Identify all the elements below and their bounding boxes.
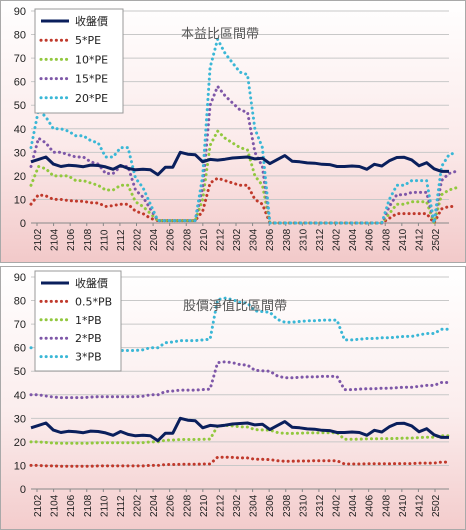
x-tick-label: 2206 (166, 494, 177, 517)
y-tick-label: 90 (14, 272, 26, 284)
x-tick-label: 2408 (381, 494, 392, 517)
pe-band-chart-panel: 0 10 20 30 40 50 60 70 80 90 2102 2104 2106 2108 2110 2… (0, 0, 466, 263)
x-tick-label: 2106 (66, 494, 77, 517)
x-tick-label: 2406 (365, 494, 376, 517)
x-tick-label: 2312 (315, 494, 326, 517)
y-tick-label: 40 (14, 124, 26, 136)
x-tick-label: 2110 (99, 495, 110, 517)
legend-label: 15*PE (75, 73, 108, 86)
x-tick-label: 2108 (83, 494, 94, 517)
x-tick-label: 2202 (133, 494, 144, 517)
y-tick-label: 30 (14, 413, 26, 425)
x-tick-label: 2310 (298, 494, 309, 517)
x-tick-label: 2412 (414, 228, 425, 251)
x-tick-label: 2406 (365, 228, 376, 251)
x-tick-label: 2208 (182, 494, 193, 517)
x-tick-label: 2310 (298, 228, 309, 251)
x-tick-label: 2102 (33, 228, 44, 251)
series-line-收盤價 (30, 416, 449, 443)
x-tick-label: 2210 (199, 228, 210, 251)
series-line-0.5*PB (29, 455, 451, 468)
legend-label: 10*PE (75, 53, 108, 66)
x-tick-label: 2104 (50, 228, 61, 251)
y-tick-label: 60 (14, 343, 26, 355)
x-tick-label: 2304 (249, 228, 260, 251)
x-tick-label: 2502 (431, 228, 442, 251)
x-tick-label: 2308 (282, 494, 293, 517)
x-tick-label: 2102 (33, 494, 44, 517)
x-tick-label: 2306 (265, 494, 276, 517)
chart-title: 股價淨值比區間帶 (183, 298, 287, 314)
y-tick-label: 10 (14, 194, 26, 206)
y-tick-label: 0 (20, 218, 26, 230)
legend-label: 收盤價 (75, 276, 108, 290)
series-line-15*PE (29, 84, 458, 225)
y-tick-label: 0 (20, 484, 26, 496)
pe-band-chart: 0 10 20 30 40 50 60 70 80 90 2102 2104 2106 2108 2110 2… (14, 6, 458, 251)
y-tick-label: 10 (14, 460, 26, 472)
x-tick-label: 2108 (83, 228, 94, 251)
x-tick-label: 2204 (149, 494, 160, 517)
series-line-收盤價 (30, 150, 449, 177)
y-tick-label: 20 (14, 437, 26, 449)
legend-box (34, 270, 122, 372)
x-tick-label: 2106 (66, 228, 77, 251)
y-tick-label: 20 (14, 171, 26, 183)
y-tick-label: 80 (14, 30, 26, 42)
x-tick-label: 2302 (232, 494, 243, 517)
x-tick-label: 2412 (414, 494, 425, 517)
x-tick-label: 2312 (315, 228, 326, 251)
series-line-5*PE (29, 176, 458, 225)
x-tick-label: 2212 (215, 228, 226, 251)
x-tick-label: 2306 (265, 228, 276, 251)
x-tick-label: 2410 (398, 494, 409, 517)
x-tick-label: 2206 (166, 228, 177, 251)
pb-band-chart-panel: 0 10 20 30 40 50 60 70 80 90 2102 2104 2106 2108 2110 2… (0, 266, 466, 530)
y-tick-label: 50 (14, 366, 26, 378)
x-tick-label: 2408 (381, 228, 392, 251)
x-tick-label: 2112 (116, 495, 127, 517)
legend-label: 0.5*PB (75, 295, 112, 308)
x-tick-label: 2410 (398, 228, 409, 251)
chart-title: 本益比區間帶 (181, 27, 259, 42)
legend-label: 3*PB (75, 351, 102, 364)
x-tick-label: 2112 (116, 229, 127, 251)
series-line-10*PE (29, 129, 458, 225)
legend-label: 2*PB (75, 332, 102, 345)
y-tick-label: 70 (14, 53, 26, 65)
legend-label: 1*PB (75, 314, 102, 327)
x-tick-label: 2110 (99, 229, 110, 251)
legend-label: 5*PE (75, 34, 101, 47)
x-tick-label: 2302 (232, 228, 243, 251)
x-tick-label: 2104 (50, 494, 61, 517)
y-tick-label: 50 (14, 100, 26, 112)
legend-label: 20*PE (75, 92, 108, 105)
x-tick-label: 2502 (431, 494, 442, 517)
y-tick-label: 60 (14, 77, 26, 89)
x-tick-label: 2208 (182, 228, 193, 251)
x-tick-label: 2404 (348, 494, 359, 517)
y-tick-label: 80 (14, 296, 26, 308)
x-tick-label: 2404 (348, 228, 359, 251)
x-tick-label: 2212 (215, 494, 226, 517)
y-tick-label: 70 (14, 319, 26, 331)
x-tick-label: 2210 (199, 494, 210, 517)
x-tick-label: 2402 (332, 228, 343, 251)
x-tick-label: 2202 (133, 228, 144, 251)
series-line-2*PB (29, 360, 451, 400)
legend-label: 收盤價 (75, 14, 108, 28)
y-tick-label: 30 (14, 147, 26, 159)
y-tick-label: 40 (14, 390, 26, 402)
x-tick-label: 2204 (149, 228, 160, 251)
pb-band-chart: 0 10 20 30 40 50 60 70 80 90 2102 2104 2106 2108 2110 2… (14, 270, 451, 517)
y-tick-label: 90 (14, 6, 26, 18)
legend-box (34, 8, 124, 114)
x-tick-label: 2304 (249, 494, 260, 517)
x-tick-label: 2402 (332, 494, 343, 517)
x-tick-label: 2308 (282, 228, 293, 251)
